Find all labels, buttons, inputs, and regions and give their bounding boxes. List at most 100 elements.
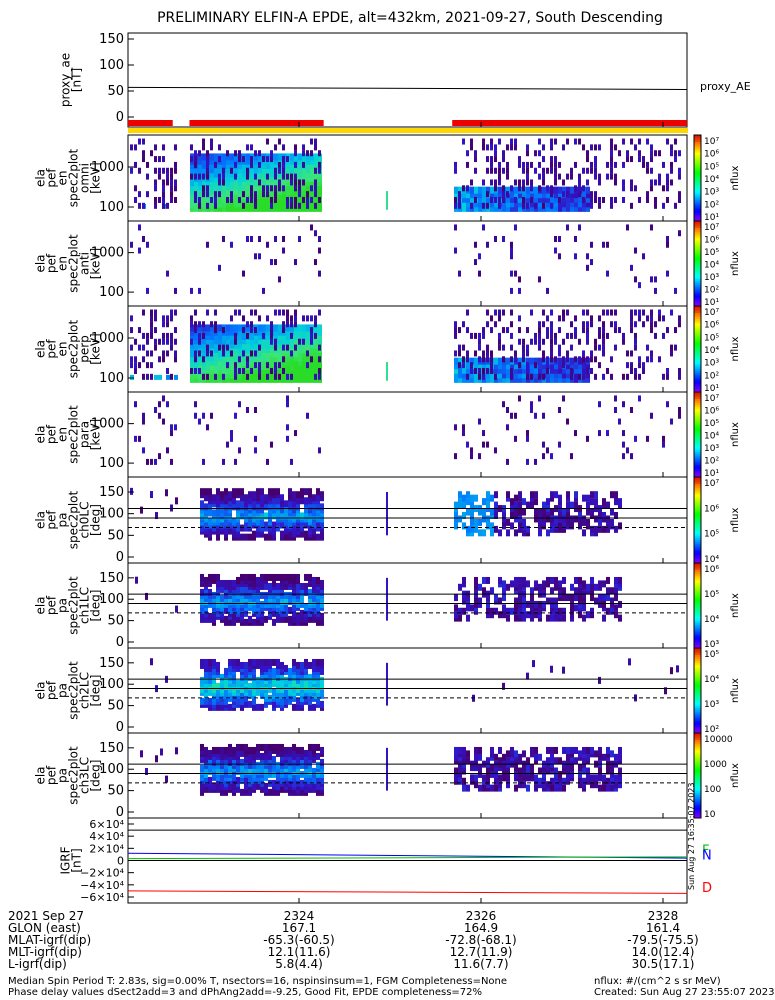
spectrogram-dot — [578, 338, 581, 345]
spectrogram-dot — [222, 344, 225, 351]
spectrogram-dot — [202, 138, 205, 145]
spectrogram-dot — [134, 196, 137, 203]
spectrogram-cell — [280, 776, 284, 784]
spectrogram-dot — [630, 185, 633, 192]
spectrogram-cell — [482, 191, 486, 199]
colorbar-anti-cell — [694, 252, 701, 256]
spectrogram-cell — [304, 603, 308, 611]
spectrogram-dot — [202, 185, 205, 192]
spectrogram-cell — [246, 328, 250, 336]
spectrogram-dot — [294, 430, 297, 437]
spectrogram-cell — [210, 183, 214, 191]
colorbar-anti-cell — [694, 265, 701, 269]
spectrogram-cell — [252, 703, 256, 711]
spectrogram-cell — [244, 585, 248, 593]
spectrogram-dot — [142, 356, 145, 363]
spectrogram-dot — [502, 156, 505, 163]
spectrogram-cell — [240, 573, 244, 581]
spectrogram-dot — [542, 202, 545, 209]
spectrogram-cell — [594, 750, 598, 758]
colorbar-omni-cell — [694, 141, 701, 145]
spectrogram-dot — [242, 315, 245, 322]
spectrogram-cell — [466, 366, 470, 374]
spectrogram-cell — [272, 497, 276, 505]
spectrogram-cell — [302, 153, 306, 161]
spectrogram-cell — [258, 187, 262, 195]
spectrogram-cell — [578, 522, 582, 530]
spectrogram-dot — [526, 672, 529, 680]
spectrogram-cell — [278, 324, 282, 332]
colorbar-perp-cell — [694, 361, 701, 365]
spectrogram-dot — [502, 682, 505, 690]
colorbar-anti-tick-label: 10¹ — [704, 298, 719, 308]
spectrogram-cell — [226, 157, 230, 165]
spectrogram-cell — [256, 749, 260, 757]
colorbar-ch2-label: nflux — [730, 678, 741, 703]
spectrogram-dot — [290, 321, 293, 328]
spectrogram-dot — [266, 241, 269, 248]
spectrogram-dot — [298, 235, 301, 242]
spectrogram-dot — [318, 447, 321, 454]
spectrogram-dot — [134, 367, 137, 374]
colorbar-para-cell — [694, 428, 701, 431]
spectrogram-cell — [574, 757, 578, 765]
spectrogram-dot — [154, 179, 157, 186]
spectrogram-cell — [190, 166, 194, 174]
spectrogram-dot — [150, 332, 153, 339]
spectrogram-cell — [284, 591, 288, 599]
spectrogram-dot — [222, 327, 225, 334]
spectrogram-dot — [194, 412, 197, 419]
spectrogram-cell — [258, 170, 262, 178]
spectrogram-dot — [318, 167, 321, 174]
spectrogram-dot — [518, 362, 521, 369]
spectrogram-cell — [210, 337, 214, 345]
spectrogram-dot — [614, 327, 617, 334]
spectrogram-cell — [570, 186, 574, 194]
spectrogram-dot — [294, 185, 297, 192]
colorbar-ch3-cell — [694, 762, 701, 766]
spectrogram-cell — [292, 491, 296, 499]
spectrogram-cell — [276, 743, 280, 751]
spectrogram-dot — [282, 321, 285, 328]
spectrogram-dot — [546, 367, 549, 374]
spectrogram-cell — [582, 746, 586, 754]
spectrogram-dot — [526, 173, 529, 180]
colorbar-ch2-cell — [694, 713, 701, 717]
colorbar-perp-cell — [694, 312, 701, 316]
spectrogram-dot — [266, 185, 269, 192]
spectrogram-cell — [316, 521, 320, 529]
spectrogram-cell — [292, 506, 296, 514]
colorbar-para-cell — [694, 434, 701, 438]
colorbar-anti-cell — [694, 293, 701, 296]
spectrogram-cell — [242, 332, 246, 340]
spectrogram-cell — [234, 179, 238, 187]
spectrogram-dot — [318, 235, 321, 242]
spectrogram-cell — [466, 614, 470, 622]
spectrogram-dot — [610, 167, 613, 174]
spectrogram-cell — [194, 345, 198, 353]
colorbar-ch0-cell — [694, 479, 701, 482]
spectrogram-cell — [554, 362, 558, 370]
spectrogram-cell — [256, 703, 260, 711]
spectrogram-dot — [590, 202, 593, 209]
spectrogram-dot — [206, 156, 209, 163]
spectrogram-cell — [244, 743, 248, 751]
spectrogram-cell — [522, 529, 526, 537]
spectrogram-cell — [570, 195, 574, 203]
colorbar-anti-cell — [694, 289, 701, 292]
spectrogram-cell — [210, 166, 214, 174]
spectrogram-cell — [270, 192, 274, 200]
spectrogram-dot — [574, 185, 577, 192]
spectrogram-dot — [542, 350, 545, 357]
spectrogram-cell — [470, 604, 474, 612]
spectrogram-dot — [166, 315, 169, 322]
spectrogram-cell — [594, 525, 598, 533]
spectrogram-cell — [534, 753, 538, 761]
spectrogram-cell — [264, 533, 268, 541]
spectrogram-cell — [272, 667, 276, 675]
spectrogram-dot — [310, 327, 313, 334]
spectrogram-cell — [466, 191, 470, 199]
spectrogram-cell — [288, 500, 292, 508]
spectrogram-cell — [610, 767, 614, 775]
spectrogram-dot — [666, 196, 669, 203]
